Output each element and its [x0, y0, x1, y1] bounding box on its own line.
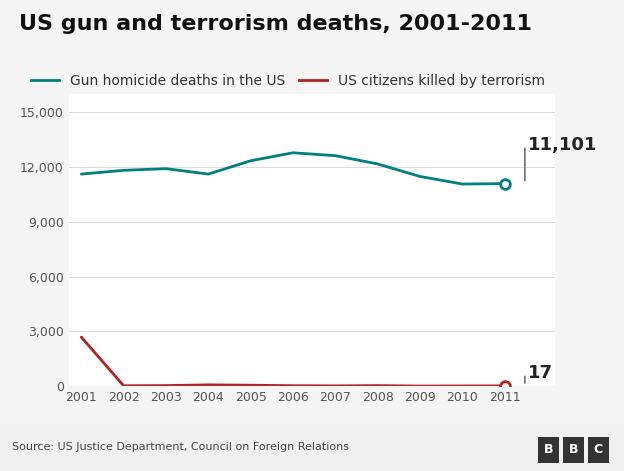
Text: US gun and terrorism deaths, 2001-2011: US gun and terrorism deaths, 2001-2011: [19, 14, 532, 34]
Text: 17: 17: [528, 365, 553, 382]
Text: 11,101: 11,101: [528, 136, 597, 154]
FancyBboxPatch shape: [563, 437, 584, 463]
Text: C: C: [593, 443, 603, 456]
FancyBboxPatch shape: [538, 437, 559, 463]
Legend: Gun homicide deaths in the US, US citizens killed by terrorism: Gun homicide deaths in the US, US citize…: [26, 68, 551, 93]
Text: B: B: [568, 443, 578, 456]
FancyBboxPatch shape: [588, 437, 608, 463]
Text: Source: US Justice Department, Council on Foreign Relations: Source: US Justice Department, Council o…: [12, 442, 349, 453]
Text: B: B: [544, 443, 553, 456]
